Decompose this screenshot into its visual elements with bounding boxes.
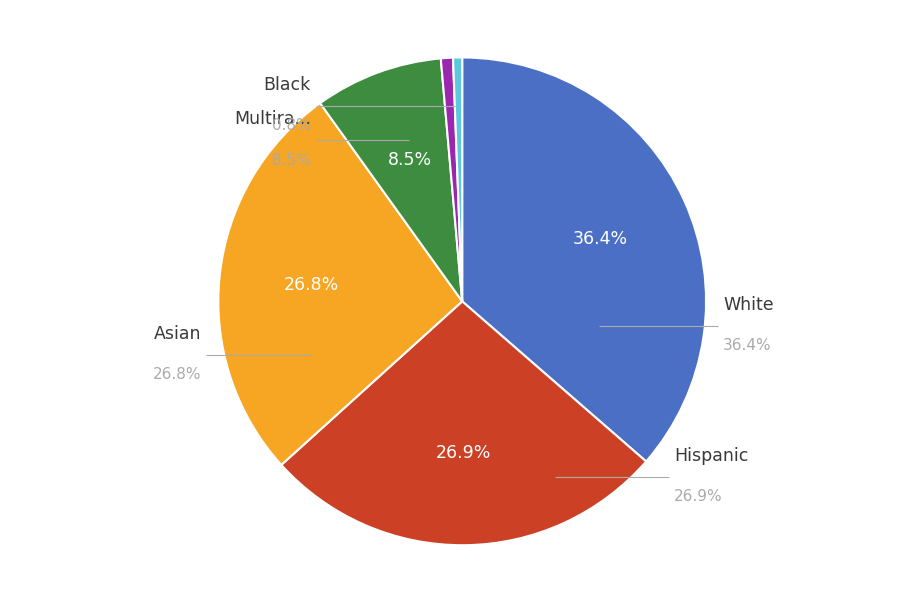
Wedge shape bbox=[463, 57, 706, 461]
Text: 8.5%: 8.5% bbox=[388, 151, 432, 169]
Text: 36.4%: 36.4% bbox=[572, 229, 627, 248]
Text: 8.5%: 8.5% bbox=[272, 153, 311, 168]
Text: 26.8%: 26.8% bbox=[284, 276, 339, 294]
Text: 26.9%: 26.9% bbox=[674, 489, 723, 504]
Text: Hispanic: Hispanic bbox=[674, 446, 749, 465]
Text: 0.8%: 0.8% bbox=[272, 119, 311, 133]
Wedge shape bbox=[320, 58, 463, 301]
Text: Black: Black bbox=[264, 76, 311, 94]
Text: 36.4%: 36.4% bbox=[723, 338, 772, 353]
Wedge shape bbox=[282, 301, 646, 546]
Text: White: White bbox=[723, 296, 774, 314]
Text: Asian: Asian bbox=[154, 325, 202, 343]
Text: 26.9%: 26.9% bbox=[436, 443, 491, 461]
Text: Multira...: Multira... bbox=[234, 110, 311, 128]
Wedge shape bbox=[441, 58, 463, 301]
Wedge shape bbox=[453, 57, 463, 301]
Text: 26.8%: 26.8% bbox=[153, 367, 202, 382]
Wedge shape bbox=[219, 103, 463, 465]
